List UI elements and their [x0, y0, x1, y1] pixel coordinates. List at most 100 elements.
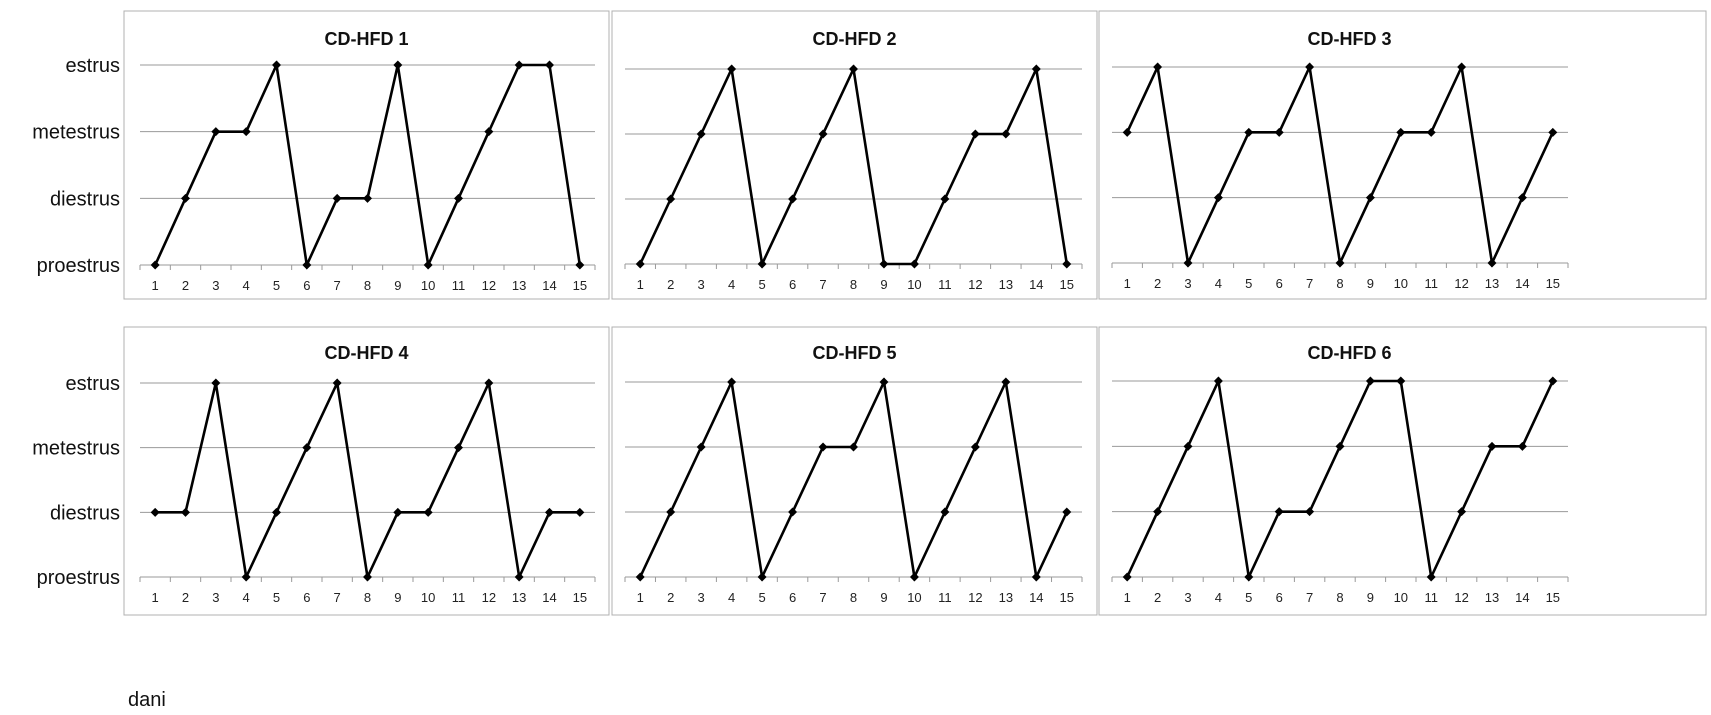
- x-tick-label: 10: [421, 590, 435, 605]
- y-label-diestrus: diestrus: [50, 502, 120, 524]
- x-tick-label: 1: [152, 590, 159, 605]
- x-tick-label: 8: [364, 278, 371, 293]
- y-label-proestrus: proestrus: [37, 255, 120, 277]
- x-tick-label: 11: [938, 277, 952, 292]
- x-tick-label: 14: [1029, 277, 1043, 292]
- x-tick-label: 10: [1394, 276, 1408, 291]
- x-tick-label: 7: [1306, 276, 1313, 291]
- chart-panels: CD-HFD 11 2 3 4 5 6 7 8 9 10 11 12 13 14 15CD-HFD 21 2 3…: [124, 11, 1706, 615]
- panel-title: CD-HFD 3: [1308, 29, 1392, 49]
- x-tick-label: 6: [789, 277, 796, 292]
- x-tick-label: 12: [482, 590, 496, 605]
- x-tick-label: 15: [1060, 277, 1074, 292]
- x-tick-label: 7: [819, 590, 826, 605]
- y-label-estrus: estrus: [66, 373, 120, 395]
- panel-title: CD-HFD 6: [1308, 343, 1392, 363]
- x-tick-label: 10: [1394, 590, 1408, 605]
- x-tick-label: 3: [1184, 276, 1191, 291]
- x-tick-label: 3: [698, 590, 705, 605]
- x-tick-label: 12: [482, 278, 496, 293]
- panel-title: CD-HFD 2: [813, 29, 897, 49]
- x-tick-label: 9: [1367, 276, 1374, 291]
- x-tick-label: 1: [637, 590, 644, 605]
- y-label-estrus: estrus: [66, 55, 120, 77]
- x-tick-label: 1: [1124, 276, 1131, 291]
- x-tick-label: 7: [1306, 590, 1313, 605]
- y-axis-labels-bottom-row: proestrus diestrus metestrus estrus: [32, 373, 120, 589]
- x-tick-label: 13: [999, 277, 1013, 292]
- x-tick-label: 8: [850, 277, 857, 292]
- x-tick-label: 15: [573, 590, 587, 605]
- x-tick-label: 4: [1215, 276, 1222, 291]
- x-tick-label: 10: [907, 590, 921, 605]
- x-tick-label: 2: [1154, 276, 1161, 291]
- x-tick-label: 5: [1245, 590, 1252, 605]
- x-tick-label: 6: [789, 590, 796, 605]
- x-tick-label: 3: [1184, 590, 1191, 605]
- panel-title: CD-HFD 4: [325, 343, 409, 363]
- panel-frame: [612, 11, 1097, 299]
- y-label-metestrus: metestrus: [32, 438, 120, 460]
- x-tick-label: 12: [968, 277, 982, 292]
- x-tick-label: 12: [968, 590, 982, 605]
- x-axis-label: dani: [128, 689, 166, 711]
- panel-frame: [1099, 327, 1706, 615]
- x-tick-label: 12: [1454, 276, 1468, 291]
- x-tick-label: 15: [1546, 276, 1560, 291]
- x-tick-label: 4: [728, 590, 735, 605]
- panel-2: CD-HFD 21 2 3 4 5 6 7 8 9 10 11 12 13 14 15: [612, 11, 1097, 299]
- x-tick-label: 4: [243, 590, 250, 605]
- x-tick-label: 9: [1367, 590, 1374, 605]
- x-tick-label: 1: [1124, 590, 1131, 605]
- panel-5: CD-HFD 51 2 3 4 5 6 7 8 9 10 11 12 13 14 15: [612, 327, 1097, 615]
- x-tick-label: 9: [880, 590, 887, 605]
- x-tick-label: 3: [212, 590, 219, 605]
- x-tick-label: 2: [182, 590, 189, 605]
- panel-6: CD-HFD 61 2 3 4 5 6 7 8 9 10 11 12 13 14 15: [1099, 327, 1706, 615]
- x-tick-label: 10: [907, 277, 921, 292]
- x-tick-label: 5: [758, 277, 765, 292]
- x-tick-label: 2: [667, 277, 674, 292]
- x-tick-label: 1: [637, 277, 644, 292]
- x-tick-label: 2: [182, 278, 189, 293]
- x-tick-label: 15: [573, 278, 587, 293]
- x-tick-label: 14: [1029, 590, 1043, 605]
- x-tick-label: 13: [1485, 276, 1499, 291]
- x-tick-label: 7: [819, 277, 826, 292]
- x-tick-label: 13: [512, 590, 526, 605]
- x-tick-label: 2: [1154, 590, 1161, 605]
- x-tick-label: 10: [421, 278, 435, 293]
- x-tick-label: 3: [698, 277, 705, 292]
- x-tick-label: 8: [850, 590, 857, 605]
- x-tick-label: 6: [303, 278, 310, 293]
- x-tick-label: 13: [512, 278, 526, 293]
- x-tick-label: 9: [394, 278, 401, 293]
- y-axis-labels-top-row: proestrus diestrus metestrus estrus: [32, 55, 120, 277]
- x-tick-label: 9: [880, 277, 887, 292]
- x-tick-label: 14: [1515, 276, 1529, 291]
- y-label-proestrus: proestrus: [37, 567, 120, 589]
- y-label-diestrus: diestrus: [50, 188, 120, 210]
- x-tick-label: 11: [452, 278, 466, 293]
- x-tick-label: 11: [938, 590, 952, 605]
- x-tick-label: 6: [303, 590, 310, 605]
- x-tick-label: 12: [1454, 590, 1468, 605]
- y-label-metestrus: metestrus: [32, 122, 120, 144]
- x-tick-label: 11: [1424, 590, 1438, 605]
- x-tick-label: 14: [1515, 590, 1529, 605]
- x-tick-label: 9: [394, 590, 401, 605]
- x-tick-label: 15: [1060, 590, 1074, 605]
- x-tick-label: 6: [1276, 590, 1283, 605]
- x-tick-label: 11: [1424, 276, 1438, 291]
- x-tick-label: 8: [364, 590, 371, 605]
- x-tick-label: 4: [728, 277, 735, 292]
- x-tick-label: 7: [334, 278, 341, 293]
- x-tick-label: 5: [758, 590, 765, 605]
- x-tick-label: 11: [452, 590, 466, 605]
- x-tick-label: 8: [1336, 276, 1343, 291]
- x-tick-label: 5: [273, 278, 280, 293]
- x-tick-label: 4: [1215, 590, 1222, 605]
- x-tick-label: 14: [542, 590, 556, 605]
- x-tick-label: 5: [273, 590, 280, 605]
